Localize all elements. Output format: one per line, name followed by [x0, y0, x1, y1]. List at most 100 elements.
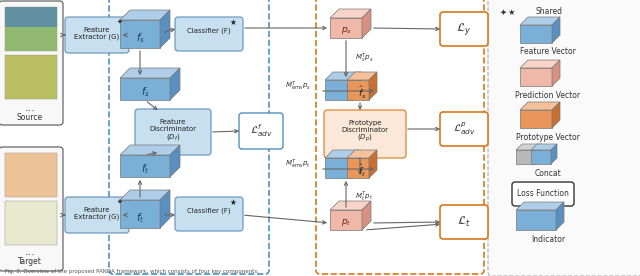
Polygon shape [120, 20, 160, 48]
Text: ✦: ✦ [499, 7, 506, 17]
Text: Feature: Feature [84, 27, 110, 33]
FancyBboxPatch shape [65, 17, 129, 53]
Polygon shape [120, 200, 160, 228]
Polygon shape [556, 202, 564, 230]
Polygon shape [325, 72, 361, 80]
Polygon shape [347, 72, 377, 80]
Text: Fig. 3: Overview of the proposed PANDA framework, which consists of four key com: Fig. 3: Overview of the proposed PANDA f… [5, 269, 259, 275]
Text: Shared: Shared [535, 7, 562, 17]
Bar [5, 153, 57, 197]
Text: $f_s$: $f_s$ [141, 85, 149, 99]
Text: ✦: ✦ [117, 19, 123, 25]
Bar [5, 153, 57, 197]
Polygon shape [531, 144, 557, 150]
Polygon shape [160, 190, 170, 228]
Polygon shape [362, 9, 371, 38]
Bar [5, 55, 57, 99]
Polygon shape [369, 72, 377, 100]
FancyBboxPatch shape [175, 197, 243, 231]
Text: $f_t$: $f_t$ [136, 211, 144, 225]
Polygon shape [520, 102, 560, 110]
Polygon shape [520, 25, 552, 43]
Polygon shape [516, 144, 542, 150]
Polygon shape [369, 150, 377, 178]
Text: Classifier (F): Classifier (F) [187, 208, 231, 214]
Polygon shape [362, 201, 371, 230]
Text: ...: ... [24, 103, 35, 113]
Text: $M^T_\mathrm{ema}p_t$: $M^T_\mathrm{ema}p_t$ [285, 157, 311, 171]
Polygon shape [531, 150, 551, 164]
Text: ✦: ✦ [117, 199, 123, 205]
Polygon shape [520, 17, 560, 25]
Polygon shape [120, 145, 180, 155]
Text: $\hat{f}_s$: $\hat{f}_s$ [358, 85, 366, 101]
Polygon shape [120, 190, 170, 200]
Polygon shape [330, 9, 371, 18]
Text: $\mathcal{L}_y$: $\mathcal{L}_y$ [456, 21, 472, 37]
Text: $\mathcal{L}_t$: $\mathcal{L}_t$ [457, 215, 471, 229]
Polygon shape [347, 150, 377, 158]
FancyBboxPatch shape [488, 0, 640, 276]
Polygon shape [330, 201, 371, 210]
Polygon shape [120, 78, 170, 100]
Text: $\mathcal{L}^f_{adv}$: $\mathcal{L}^f_{adv}$ [250, 123, 273, 139]
Text: Extractor (G): Extractor (G) [74, 214, 120, 220]
Polygon shape [330, 18, 362, 38]
Text: ★: ★ [508, 7, 515, 17]
Polygon shape [120, 10, 170, 20]
Text: Loss Function: Loss Function [517, 190, 569, 198]
Text: Prototype: Prototype [348, 120, 381, 126]
Text: Prediction Vector: Prediction Vector [515, 91, 580, 100]
Text: Prototype Vector: Prototype Vector [516, 132, 580, 142]
Polygon shape [347, 80, 369, 100]
Text: ...: ... [24, 247, 35, 257]
Text: Feature: Feature [160, 119, 186, 125]
Polygon shape [170, 145, 180, 177]
FancyBboxPatch shape [65, 197, 129, 233]
FancyBboxPatch shape [440, 205, 488, 239]
Polygon shape [325, 158, 353, 178]
Text: Feature: Feature [84, 207, 110, 213]
Polygon shape [552, 17, 560, 43]
Bar [5, 201, 57, 245]
Text: Source: Source [17, 113, 43, 123]
FancyBboxPatch shape [440, 12, 488, 46]
FancyBboxPatch shape [324, 110, 406, 158]
FancyBboxPatch shape [0, 147, 63, 271]
Polygon shape [160, 10, 170, 48]
Polygon shape [520, 68, 552, 86]
Polygon shape [120, 155, 170, 177]
Polygon shape [516, 210, 556, 230]
Bar [5, 7, 57, 51]
Text: $\hat{f}_t$: $\hat{f}_t$ [358, 163, 366, 179]
Text: ★: ★ [230, 17, 236, 26]
Polygon shape [353, 150, 361, 178]
Text: Target: Target [18, 258, 42, 267]
Polygon shape [536, 144, 542, 164]
FancyBboxPatch shape [239, 113, 283, 149]
Polygon shape [520, 60, 560, 68]
Bar [5, 7, 57, 27]
Text: Classifier (F): Classifier (F) [187, 28, 231, 34]
Polygon shape [552, 102, 560, 128]
Text: Discriminator: Discriminator [342, 127, 388, 133]
Bar [5, 27, 57, 51]
Text: Feature Vector: Feature Vector [520, 47, 576, 57]
Text: $M_s^T p_s$: $M_s^T p_s$ [355, 51, 373, 65]
Polygon shape [353, 72, 361, 100]
Polygon shape [330, 210, 362, 230]
Polygon shape [325, 150, 361, 158]
FancyBboxPatch shape [512, 182, 574, 206]
Text: $(D_p)$: $(D_p)$ [357, 132, 373, 144]
Text: Discriminator: Discriminator [150, 126, 196, 132]
FancyBboxPatch shape [440, 112, 488, 146]
Text: $(D_f)$: $(D_f)$ [166, 132, 180, 142]
Polygon shape [120, 68, 180, 78]
FancyBboxPatch shape [175, 17, 243, 51]
Text: Indicator: Indicator [531, 235, 565, 245]
Text: $p_s$: $p_s$ [340, 25, 351, 36]
Polygon shape [520, 110, 552, 128]
Polygon shape [170, 68, 180, 100]
Polygon shape [516, 150, 536, 164]
Text: $M^T_\mathrm{ema}p_s$: $M^T_\mathrm{ema}p_s$ [285, 79, 311, 93]
